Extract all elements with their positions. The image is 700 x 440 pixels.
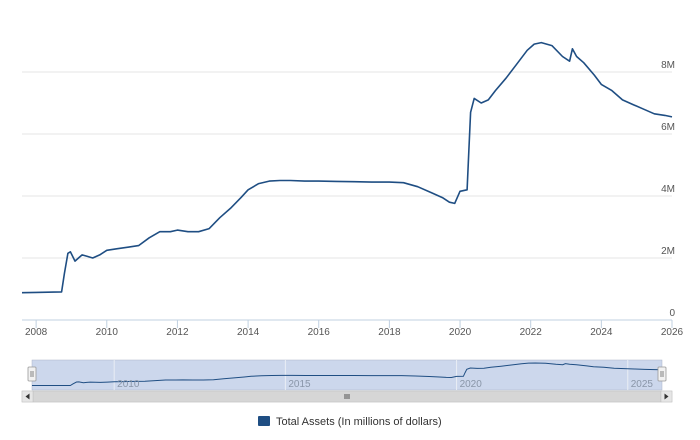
scrollbar-grip-icon bbox=[344, 394, 350, 399]
navigator-tick-label: 2025 bbox=[631, 379, 654, 390]
x-tick-label: 2010 bbox=[96, 327, 119, 338]
navigator-ticks: 2010 2015 2020 2025 bbox=[117, 379, 653, 390]
navigator-series-line bbox=[32, 362, 663, 386]
legend-swatch bbox=[258, 416, 270, 426]
navigator[interactable]: 2010 2015 2020 2025 bbox=[27, 359, 667, 391]
y-tick-label: 2M bbox=[661, 246, 675, 257]
x-tick-label: 2024 bbox=[590, 327, 613, 338]
y-tick-label: 0 bbox=[669, 308, 675, 319]
navigator-tick-label: 2010 bbox=[117, 379, 140, 390]
legend[interactable]: Total Assets (In millions of dollars) bbox=[258, 416, 442, 428]
x-tick-label: 2022 bbox=[520, 327, 543, 338]
x-tick-label: 2008 bbox=[25, 327, 48, 338]
x-tick-label: 2012 bbox=[166, 327, 189, 338]
navigator-tick-label: 2020 bbox=[460, 379, 483, 390]
y-gridlines bbox=[22, 71, 672, 259]
series-line-total-assets bbox=[21, 41, 673, 294]
navigator-tick-label: 2015 bbox=[288, 379, 311, 390]
x-tick-label: 2026 bbox=[661, 327, 684, 338]
scroll-right-button[interactable] bbox=[660, 390, 673, 403]
main-plot: 2008 2010 2012 2014 2016 2018 2020 2022 2024 2026… bbox=[21, 41, 684, 338]
y-tick-label: 8M bbox=[661, 60, 675, 71]
scrollbar[interactable] bbox=[21, 390, 673, 403]
arrow-right-icon bbox=[664, 393, 669, 400]
x-tick-label: 2014 bbox=[237, 327, 260, 338]
scroll-left-button[interactable] bbox=[21, 390, 34, 403]
x-axis-ticks: 2008 2010 2012 2014 2016 2018 2020 2022 2024 2026 bbox=[25, 320, 684, 338]
navigator-right-handle[interactable] bbox=[657, 366, 667, 382]
x-tick-label: 2020 bbox=[449, 327, 472, 338]
y-axis-ticks: 0 2M 4M 6M 8M bbox=[661, 60, 675, 319]
y-tick-label: 6M bbox=[661, 122, 675, 133]
x-tick-label: 2018 bbox=[378, 327, 401, 338]
navigator-left-handle[interactable] bbox=[27, 366, 37, 382]
y-tick-label: 4M bbox=[661, 184, 675, 195]
arrow-left-icon bbox=[25, 393, 30, 400]
x-tick-label: 2016 bbox=[308, 327, 331, 338]
legend-label[interactable]: Total Assets (In millions of dollars) bbox=[276, 416, 442, 428]
